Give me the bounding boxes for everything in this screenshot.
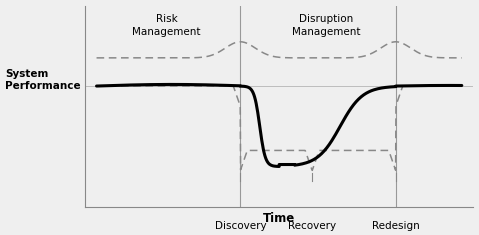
Text: Risk
Management: Risk Management [132,14,201,37]
Text: Recovery: Recovery [288,221,336,231]
X-axis label: Time: Time [263,212,295,225]
Text: Discovery: Discovery [215,221,266,231]
Text: Redesign: Redesign [372,221,420,231]
Text: System
Performance: System Performance [5,69,81,91]
Text: Disruption
Management: Disruption Management [292,14,360,37]
